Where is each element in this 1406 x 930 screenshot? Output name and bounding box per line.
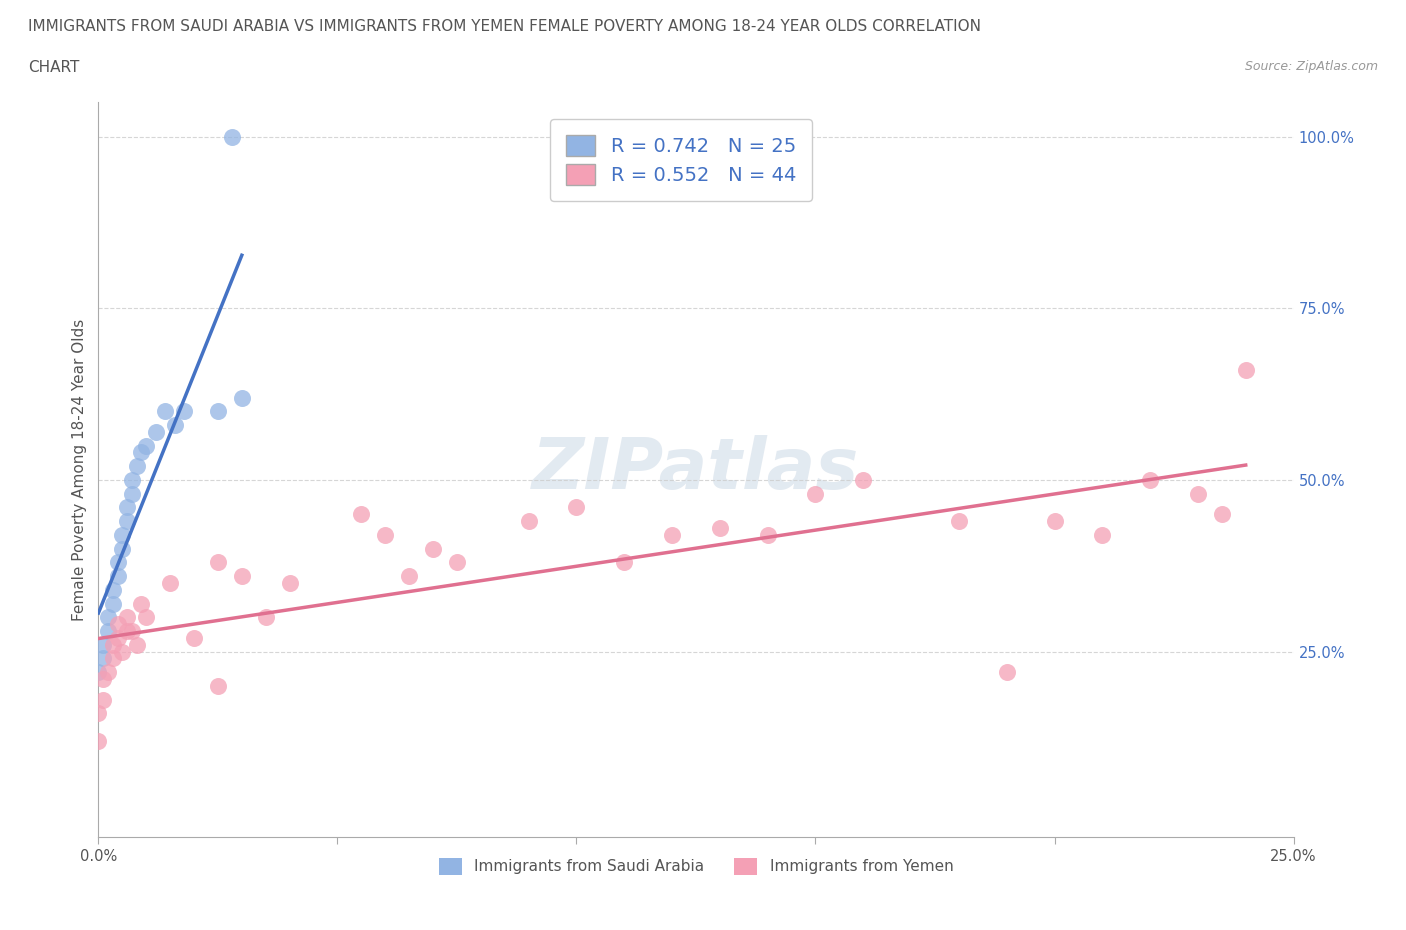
Point [173,404,195,418]
Point [183,631,205,645]
Point [145,424,167,439]
Point [207,404,229,418]
Point [207,555,229,570]
Point [995,665,1018,680]
Point [948,513,970,528]
Point [87,734,110,749]
Point [91,692,114,707]
Point [115,513,138,528]
Point [111,644,134,659]
Point [155,404,177,418]
Point [91,671,114,686]
Point [1187,486,1209,501]
Point [163,418,186,432]
Point [221,129,243,144]
Text: ZIPatlas: ZIPatlas [533,435,859,504]
Point [111,541,134,556]
Point [231,390,253,405]
Point [1139,472,1161,487]
Point [446,555,468,570]
Y-axis label: Female Poverty Among 18-24 Year Olds: Female Poverty Among 18-24 Year Olds [72,318,87,621]
Point [107,568,129,583]
Text: CHART: CHART [28,60,80,75]
Point [121,472,143,487]
Point [350,507,373,522]
Point [135,438,157,453]
Point [422,541,444,556]
Point [101,637,124,652]
Point [1091,527,1114,542]
Point [1211,507,1233,522]
Point [87,665,110,680]
Point [121,486,143,501]
Point [115,624,138,639]
Point [107,631,129,645]
Point [1234,363,1257,378]
Point [87,706,110,721]
Legend: Immigrants from Saudi Arabia, Immigrants from Yemen: Immigrants from Saudi Arabia, Immigrants… [433,852,959,881]
Point [91,637,114,652]
Point [97,610,120,625]
Point [231,568,253,583]
Point [101,651,124,666]
Point [101,582,124,597]
Point [97,665,120,680]
Point [91,651,114,666]
Point [125,458,148,473]
Point [121,624,143,639]
Point [125,637,148,652]
Point [517,513,540,528]
Point [207,679,229,694]
Point [111,527,134,542]
Point [254,610,277,625]
Text: IMMIGRANTS FROM SAUDI ARABIA VS IMMIGRANTS FROM YEMEN FEMALE POVERTY AMONG 18-24: IMMIGRANTS FROM SAUDI ARABIA VS IMMIGRAN… [28,19,981,33]
Point [565,500,588,515]
Point [398,568,420,583]
Point [131,445,153,460]
Point [1043,513,1066,528]
Point [804,486,827,501]
Point [756,527,779,542]
Text: Source: ZipAtlas.com: Source: ZipAtlas.com [1244,60,1378,73]
Point [107,555,129,570]
Point [159,576,181,591]
Point [613,555,636,570]
Point [115,500,138,515]
Point [852,472,875,487]
Point [374,527,396,542]
Point [131,596,153,611]
Point [97,624,120,639]
Point [135,610,157,625]
Point [278,576,301,591]
Point [115,610,138,625]
Point [101,596,124,611]
Point [709,521,731,536]
Point [661,527,683,542]
Point [107,617,129,631]
